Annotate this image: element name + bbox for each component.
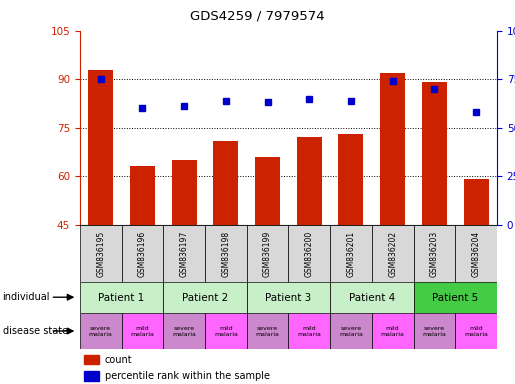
Text: percentile rank within the sample: percentile rank within the sample [105, 371, 270, 381]
Text: GSM836196: GSM836196 [138, 231, 147, 277]
Bar [80, 313, 122, 349]
Bar [247, 225, 288, 282]
Text: GSM836202: GSM836202 [388, 231, 397, 277]
Text: GSM836204: GSM836204 [472, 231, 480, 277]
Bar [414, 225, 455, 282]
Bar [372, 313, 414, 349]
Bar [213, 141, 238, 225]
Bar [380, 73, 405, 225]
Text: GSM836203: GSM836203 [430, 231, 439, 277]
Bar [80, 282, 163, 313]
Bar [330, 313, 372, 349]
Bar [247, 313, 288, 349]
Text: Patient 2: Patient 2 [182, 293, 228, 303]
Text: Patient 5: Patient 5 [432, 293, 478, 303]
Bar [122, 313, 163, 349]
Bar [464, 179, 489, 225]
Bar [455, 225, 497, 282]
Text: mild
malaria: mild malaria [464, 326, 488, 337]
Bar [247, 282, 330, 313]
Bar [414, 282, 497, 313]
Bar [130, 167, 155, 225]
Text: count: count [105, 355, 132, 365]
Text: Patient 1: Patient 1 [98, 293, 145, 303]
Text: GSM836199: GSM836199 [263, 231, 272, 277]
Bar [80, 225, 122, 282]
Bar [163, 282, 247, 313]
Text: Patient 3: Patient 3 [265, 293, 312, 303]
Text: severe
malaria: severe malaria [422, 326, 447, 337]
Bar [330, 282, 414, 313]
Text: GSM836197: GSM836197 [180, 231, 188, 277]
Bar [372, 225, 414, 282]
Bar [163, 225, 205, 282]
Text: GSM836200: GSM836200 [305, 231, 314, 277]
Text: GSM836198: GSM836198 [221, 231, 230, 277]
Bar [414, 313, 455, 349]
Text: GDS4259 / 7979574: GDS4259 / 7979574 [190, 10, 325, 23]
Bar [84, 355, 98, 364]
Bar [122, 225, 163, 282]
Text: Patient 4: Patient 4 [349, 293, 395, 303]
Text: GSM836195: GSM836195 [96, 231, 105, 277]
Bar [288, 225, 330, 282]
Bar [288, 313, 330, 349]
Bar [84, 371, 98, 381]
Text: individual: individual [3, 292, 50, 302]
Text: mild
malaria: mild malaria [381, 326, 405, 337]
Bar [205, 225, 247, 282]
Bar [205, 313, 247, 349]
Bar [422, 83, 447, 225]
Bar [455, 313, 497, 349]
Text: severe
malaria: severe malaria [89, 326, 113, 337]
Bar [330, 225, 372, 282]
Text: mild
malaria: mild malaria [297, 326, 321, 337]
Text: GSM836201: GSM836201 [347, 231, 355, 277]
Text: mild
malaria: mild malaria [214, 326, 238, 337]
Bar [338, 134, 364, 225]
Text: mild
malaria: mild malaria [130, 326, 154, 337]
Bar [171, 160, 197, 225]
Bar [88, 70, 113, 225]
Bar [255, 157, 280, 225]
Text: severe
malaria: severe malaria [255, 326, 280, 337]
Text: severe
malaria: severe malaria [172, 326, 196, 337]
Text: disease state: disease state [3, 326, 67, 336]
Bar [163, 313, 205, 349]
Bar [297, 137, 322, 225]
Text: severe
malaria: severe malaria [339, 326, 363, 337]
